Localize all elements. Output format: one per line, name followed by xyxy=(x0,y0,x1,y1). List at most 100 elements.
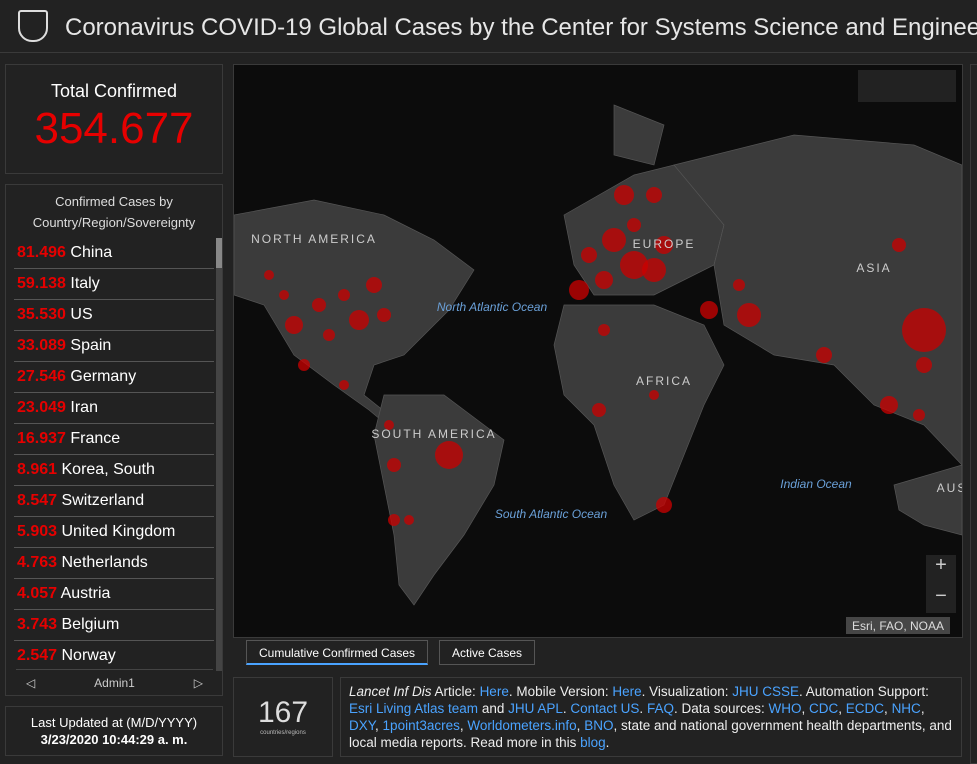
item-value: 2.547 xyxy=(17,647,58,664)
link[interactable]: blog xyxy=(580,735,606,750)
total-panel: Total Confirmed 354.677 xyxy=(5,64,223,174)
info-text: , xyxy=(459,718,468,733)
info-text: . xyxy=(639,701,647,716)
link[interactable]: JHU CSSE xyxy=(732,684,799,699)
list-item[interactable]: 8.961 Korea, South xyxy=(14,455,214,486)
scrollbar[interactable] xyxy=(216,238,222,671)
link[interactable]: BNO xyxy=(584,718,614,733)
list-item[interactable]: 27.546 Germany xyxy=(14,362,214,393)
list-item[interactable]: 16.937 France xyxy=(14,424,214,455)
item-name: Iran xyxy=(70,399,98,416)
item-value: 5.903 xyxy=(17,523,58,540)
info-text: Article: xyxy=(431,684,480,699)
map-tools[interactable] xyxy=(858,70,956,102)
item-value: 8.547 xyxy=(17,492,58,509)
total-value: 354.677 xyxy=(34,104,194,153)
link[interactable]: DXY xyxy=(349,718,376,733)
nav-label: Admin1 xyxy=(94,676,135,690)
list-item[interactable]: 4.057 Austria xyxy=(14,579,214,610)
tab[interactable]: Active Cases xyxy=(439,640,536,665)
link[interactable]: Here xyxy=(479,684,509,699)
list-item[interactable]: 81.496 China xyxy=(14,238,214,269)
map-label: AUS xyxy=(937,481,962,495)
item-name: Austria xyxy=(60,585,111,602)
list-item[interactable]: 23.049 Iran xyxy=(14,393,214,424)
info-text: , xyxy=(375,718,383,733)
info-text: . Automation Support: xyxy=(798,684,929,699)
item-name: Korea, South xyxy=(61,461,155,478)
link[interactable]: FAQ xyxy=(646,701,674,716)
info-text: . Data sources: xyxy=(673,701,769,716)
info-text: , xyxy=(801,701,810,716)
info-text: , xyxy=(838,701,846,716)
link[interactable]: ECDC xyxy=(845,701,885,716)
item-name: Spain xyxy=(70,337,112,354)
link[interactable]: CDC xyxy=(809,701,839,716)
item-name: France xyxy=(70,430,121,447)
link[interactable]: 1point3acres xyxy=(382,718,460,733)
item-name: Netherlands xyxy=(61,554,148,571)
item-value: 4.763 xyxy=(17,554,58,571)
link[interactable]: WHO xyxy=(768,701,802,716)
info-text: . Visualization: xyxy=(641,684,733,699)
link[interactable]: Esri Living Atlas team xyxy=(349,701,479,716)
item-value: 3.743 xyxy=(17,616,58,633)
link[interactable]: Here xyxy=(612,684,642,699)
country-panel: Confirmed Cases by Country/Region/Sovere… xyxy=(5,184,223,696)
item-value: 35.530 xyxy=(17,306,66,323)
list-item[interactable]: 5.903 United Kingdom xyxy=(14,517,214,548)
link[interactable]: JHU APL xyxy=(508,701,563,716)
item-name: United Kingdom xyxy=(61,523,176,540)
list-item[interactable]: 59.138 Italy xyxy=(14,269,214,300)
info-text: and xyxy=(478,701,509,716)
count-panel: 167 countries/regions xyxy=(233,677,333,757)
map-label: SOUTH AMERICA xyxy=(371,427,496,441)
title: Coronavirus COVID-19 Global Cases by the… xyxy=(65,14,977,41)
logo xyxy=(18,10,48,42)
list-item[interactable]: 3.743 Belgium xyxy=(14,610,214,641)
item-name: China xyxy=(70,244,113,261)
list-item[interactable]: 2.547 Norway xyxy=(14,641,214,671)
map-label: EUROPE xyxy=(633,237,696,251)
map[interactable]: NORTH AMERICA EUROPE ASIA AFRICA SOUTH A… xyxy=(233,64,963,638)
info-text: , state and national government health d… xyxy=(349,718,952,750)
tab[interactable]: Cumulative Confirmed Cases xyxy=(246,640,429,665)
link[interactable]: Contact US xyxy=(570,701,640,716)
item-value: 59.138 xyxy=(17,275,66,292)
link[interactable]: NHC xyxy=(891,701,921,716)
info-text: . xyxy=(605,735,610,750)
item-value: 81.496 xyxy=(17,244,66,261)
info-text: , xyxy=(576,718,585,733)
list-item[interactable]: 33.089 Spain xyxy=(14,331,214,362)
count-label: countries/regions xyxy=(260,730,306,736)
zoom-in[interactable]: + xyxy=(935,554,947,576)
item-name: Norway xyxy=(61,647,116,664)
list-item[interactable]: 35.530 US xyxy=(14,300,214,331)
map-canvas: NORTH AMERICA EUROPE ASIA AFRICA SOUTH A… xyxy=(234,70,962,634)
info-panel: Lancet Inf Dis Article: Here. Mobile Ver… xyxy=(340,677,962,757)
item-value: 33.089 xyxy=(17,337,66,354)
side-panel xyxy=(970,64,977,764)
item-value: 4.057 xyxy=(17,585,58,602)
link[interactable]: Worldometers.info xyxy=(467,718,577,733)
header: Coronavirus COVID-19 Global Cases by the… xyxy=(0,0,977,53)
zoom-out[interactable]: − xyxy=(935,585,947,607)
count-value: 167 xyxy=(257,696,309,729)
total-label: Total Confirmed xyxy=(50,81,178,101)
list-item[interactable]: 8.547 Switzerland xyxy=(14,486,214,517)
info-text: . xyxy=(562,701,571,716)
info-text: . Mobile Version: xyxy=(508,684,613,699)
item-name: Switzerland xyxy=(61,492,145,509)
item-name: Germany xyxy=(70,368,137,385)
map-label: ASIA xyxy=(856,261,891,275)
info-text: , xyxy=(884,701,892,716)
list: 81.496 China 59.138 Italy 35.530 US 33.089 … xyxy=(14,238,214,671)
info-text: Lancet Inf Dis xyxy=(349,684,432,699)
pager[interactable]: ◁ Admin1 ▷ xyxy=(16,669,213,696)
list-item[interactable]: 4.763 Netherlands xyxy=(14,548,214,579)
updated-label: Last Updated at (M/D/YYYY) xyxy=(30,715,198,730)
item-name: Italy xyxy=(70,275,100,292)
item-value: 27.546 xyxy=(17,368,66,385)
list-title: Confirmed Cases by Country/Region/Sovere… xyxy=(32,194,196,230)
